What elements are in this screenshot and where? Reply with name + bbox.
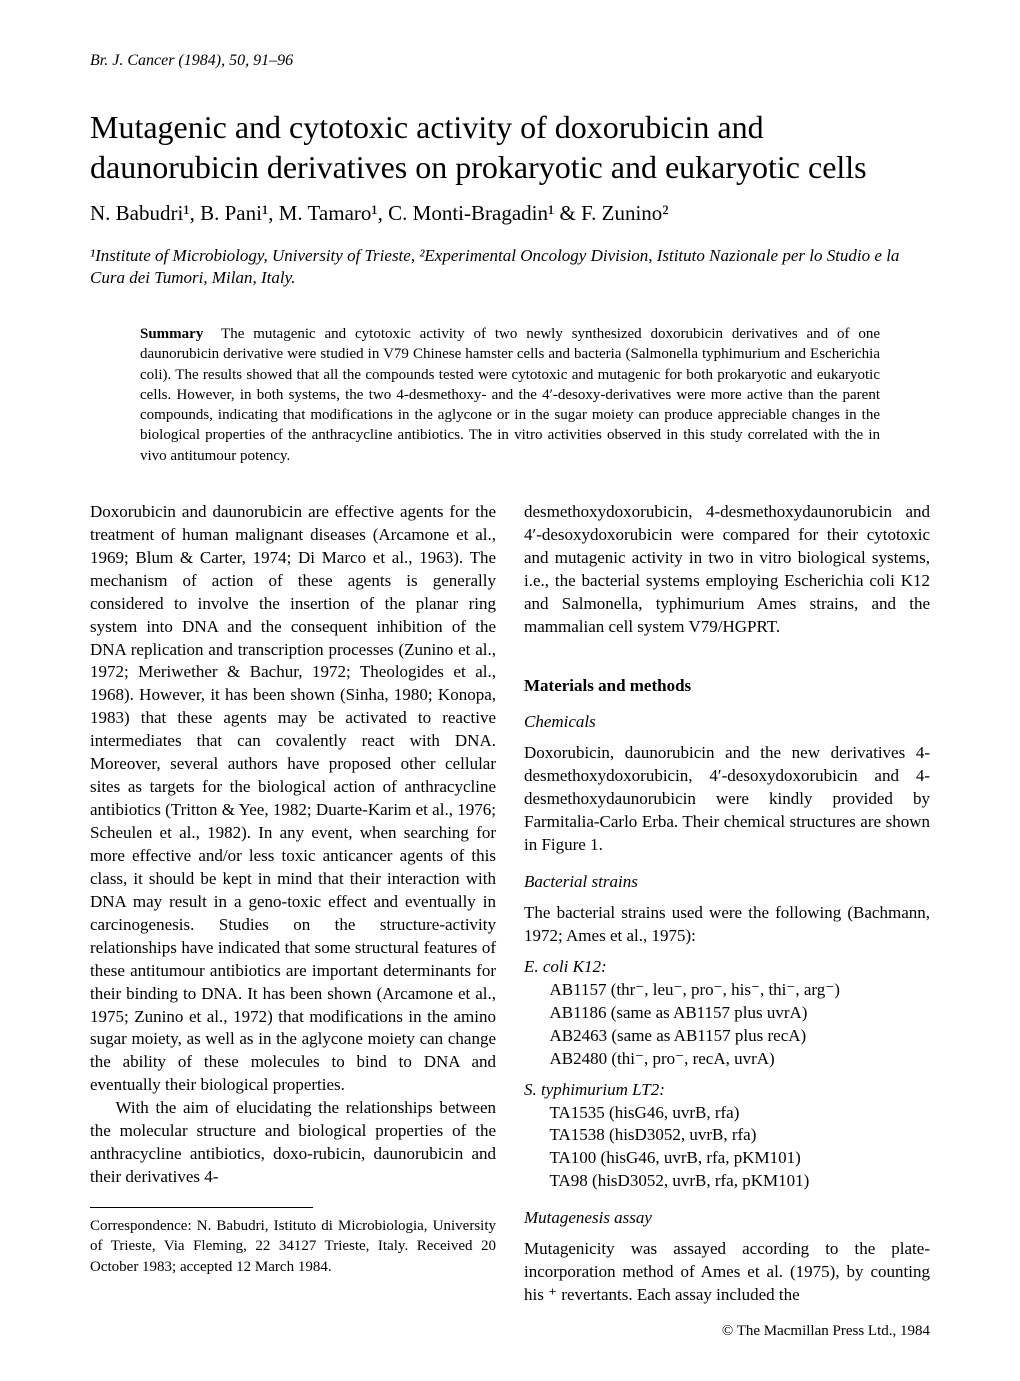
ecoli-strain-3: AB2463 (same as AB1157 plus recA) (550, 1025, 931, 1048)
intro-paragraph-2: With the aim of elucidating the relation… (90, 1097, 496, 1189)
copyright-line: © The Macmillan Press Ltd., 1984 (90, 1321, 930, 1341)
intro-paragraph-1: Doxorubicin and daunorubicin are effecti… (90, 501, 496, 1097)
article-title: Mutagenic and cytotoxic activity of doxo… (90, 107, 930, 187)
chemicals-text: Doxorubicin, daunorubicin and the new de… (524, 742, 930, 857)
mutagenesis-heading: Mutagenesis assay (524, 1207, 930, 1230)
correspondence-divider (90, 1207, 313, 1208)
mutagenesis-text: Mutagenicity was assayed according to th… (524, 1238, 930, 1307)
left-column: Doxorubicin and daunorubicin are effecti… (90, 501, 496, 1307)
correspondence-text: Correspondence: N. Babudri, Istituto di … (90, 1216, 496, 1277)
ecoli-head: E. coli K12: (524, 956, 930, 979)
authors-line: N. Babudri¹, B. Pani¹, M. Tamaro¹, C. Mo… (90, 199, 930, 227)
summary-block: Summary The mutagenic and cytotoxic acti… (140, 324, 880, 466)
right-column: desmethoxydoxorubicin, 4-desmethoxydauno… (524, 501, 930, 1307)
ecoli-strain-1: AB1157 (thr⁻, leu⁻, pro⁻, his⁻, thi⁻, ar… (550, 979, 931, 1002)
styph-strain-2: TA1538 (hisD3052, uvrB, rfa) (550, 1124, 931, 1147)
summary-label: Summary (140, 326, 203, 342)
chemicals-heading: Chemicals (524, 711, 930, 734)
bacterial-strains-heading: Bacterial strains (524, 871, 930, 894)
styph-strain-4: TA98 (hisD3052, uvrB, rfa, pKM101) (550, 1170, 931, 1193)
ecoli-strain-2: AB1186 (same as AB1157 plus uvrA) (550, 1002, 931, 1025)
styph-strain-1: TA1535 (hisG46, uvrB, rfa) (550, 1102, 931, 1125)
intro-continuation: desmethoxydoxorubicin, 4-desmethoxydauno… (524, 501, 930, 639)
journal-header: Br. J. Cancer (1984), 50, 91–96 (90, 50, 930, 72)
affiliations: ¹Institute of Microbiology, University o… (90, 245, 930, 289)
ecoli-strain-4: AB2480 (thi⁻, pro⁻, recA, uvrA) (550, 1048, 931, 1071)
bacterial-intro: The bacterial strains used were the foll… (524, 902, 930, 948)
styphimurium-head: S. typhimurium LT2: (524, 1079, 930, 1102)
body-columns: Doxorubicin and daunorubicin are effecti… (90, 501, 930, 1307)
styph-strain-3: TA100 (hisG46, uvrB, rfa, pKM101) (550, 1147, 931, 1170)
summary-text: The mutagenic and cytotoxic activity of … (140, 326, 880, 464)
materials-heading: Materials and methods (524, 675, 930, 698)
